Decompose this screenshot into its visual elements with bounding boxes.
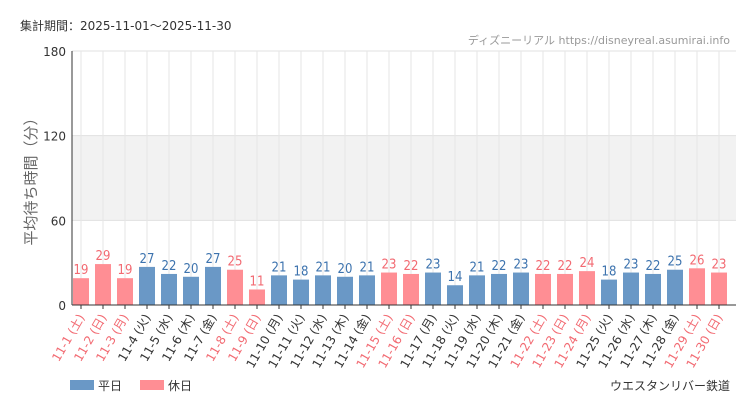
data-label: 23 — [514, 258, 529, 273]
data-label: 23 — [382, 258, 397, 273]
bar — [469, 275, 485, 305]
legend-holiday-swatch — [140, 380, 164, 390]
data-label: 25 — [668, 255, 683, 270]
data-label: 23 — [712, 258, 727, 273]
legend-holiday-label: 休日 — [168, 379, 192, 393]
bar — [381, 272, 397, 305]
bar — [117, 278, 133, 305]
bar — [403, 273, 419, 305]
data-label: 26 — [690, 253, 705, 268]
data-label: 18 — [602, 265, 617, 280]
bar — [315, 275, 331, 305]
bar — [623, 272, 639, 305]
bar — [73, 278, 89, 305]
data-label: 27 — [140, 252, 155, 267]
y-axis-title: 平均待ち時間（分） — [22, 110, 40, 245]
data-label: 22 — [536, 259, 551, 274]
bar — [579, 271, 595, 305]
data-label: 21 — [470, 260, 485, 275]
site-credit: ディズニーリアル https://disneyreal.asumirai.inf… — [468, 33, 730, 47]
bar — [535, 273, 551, 305]
bar — [205, 266, 221, 305]
bar — [161, 273, 177, 305]
bar — [249, 289, 265, 305]
y-tick-label: 60 — [51, 214, 66, 228]
bar — [601, 279, 617, 305]
data-label: 21 — [272, 260, 287, 275]
bar — [667, 269, 683, 305]
data-label: 27 — [206, 252, 221, 267]
bar — [447, 285, 463, 305]
legend-weekday-label: 平日 — [98, 379, 122, 393]
shaded-band — [72, 135, 736, 221]
data-label: 22 — [558, 259, 573, 274]
period-label: 集計期間：2025-11-01～2025-11-30 — [20, 18, 231, 33]
bar — [425, 272, 441, 305]
attraction-name: ウエスタンリバー鉄道 — [610, 378, 730, 393]
data-label: 22 — [162, 259, 177, 274]
data-label: 22 — [646, 259, 661, 274]
data-label: 19 — [118, 263, 133, 278]
y-tick-label: 180 — [43, 45, 66, 59]
data-label: 29 — [96, 249, 111, 264]
bar — [271, 275, 287, 305]
data-label: 19 — [74, 263, 89, 278]
data-label: 20 — [184, 262, 199, 277]
bar — [139, 266, 155, 305]
data-label: 23 — [426, 258, 441, 273]
bar — [359, 275, 375, 305]
bar — [513, 272, 529, 305]
data-label: 25 — [228, 255, 243, 270]
data-label: 23 — [624, 258, 639, 273]
bar — [645, 273, 661, 305]
bar — [689, 268, 705, 305]
data-label: 20 — [338, 262, 353, 277]
data-label: 24 — [580, 256, 595, 271]
bar — [711, 272, 727, 305]
data-label: 22 — [404, 259, 419, 274]
data-label: 21 — [360, 260, 375, 275]
bar — [227, 269, 243, 305]
bar — [183, 276, 199, 305]
data-label: 14 — [448, 270, 463, 285]
data-label: 18 — [294, 265, 309, 280]
bar — [491, 273, 507, 305]
bar — [557, 273, 573, 305]
bar — [337, 276, 353, 305]
data-label: 22 — [492, 259, 507, 274]
y-tick-label: 0 — [58, 299, 66, 313]
legend-weekday-swatch — [70, 380, 94, 390]
y-tick-label: 120 — [43, 130, 66, 144]
data-label: 11 — [250, 274, 265, 289]
bar — [293, 279, 309, 305]
bar — [95, 264, 111, 305]
data-label: 21 — [316, 260, 331, 275]
